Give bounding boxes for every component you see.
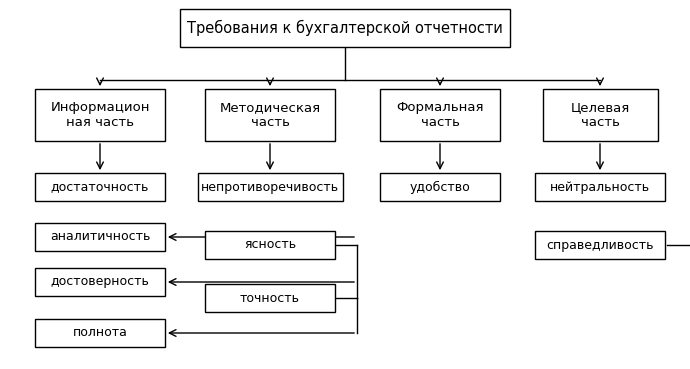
FancyBboxPatch shape [380, 89, 500, 141]
Text: справедливость: справедливость [546, 238, 653, 252]
FancyBboxPatch shape [197, 173, 342, 201]
Text: Информацион
ная часть: Информацион ная часть [50, 101, 150, 129]
Text: Требования к бухгалтерской отчетности: Требования к бухгалтерской отчетности [187, 20, 503, 36]
Text: Целевая
часть: Целевая часть [571, 101, 629, 129]
Text: непротиворечивость: непротиворечивость [201, 180, 339, 193]
FancyBboxPatch shape [35, 319, 165, 347]
FancyBboxPatch shape [35, 89, 165, 141]
Text: достаточность: достаточность [51, 180, 149, 193]
FancyBboxPatch shape [205, 231, 335, 259]
Text: ясность: ясность [244, 238, 296, 252]
FancyBboxPatch shape [35, 268, 165, 296]
Text: Формальная
часть: Формальная часть [396, 101, 484, 129]
Text: нейтральность: нейтральность [550, 180, 650, 193]
FancyBboxPatch shape [535, 173, 665, 201]
Text: Методическая
часть: Методическая часть [219, 101, 321, 129]
FancyBboxPatch shape [535, 231, 665, 259]
FancyBboxPatch shape [35, 223, 165, 251]
FancyBboxPatch shape [180, 9, 510, 47]
FancyBboxPatch shape [205, 89, 335, 141]
Text: достоверность: достоверность [50, 276, 150, 289]
FancyBboxPatch shape [542, 89, 658, 141]
FancyBboxPatch shape [380, 173, 500, 201]
Text: полнота: полнота [72, 327, 128, 339]
Text: удобство: удобство [410, 180, 471, 193]
FancyBboxPatch shape [35, 173, 165, 201]
Text: аналитичность: аналитичность [50, 231, 150, 244]
FancyBboxPatch shape [205, 284, 335, 312]
Text: точность: точность [240, 292, 300, 304]
